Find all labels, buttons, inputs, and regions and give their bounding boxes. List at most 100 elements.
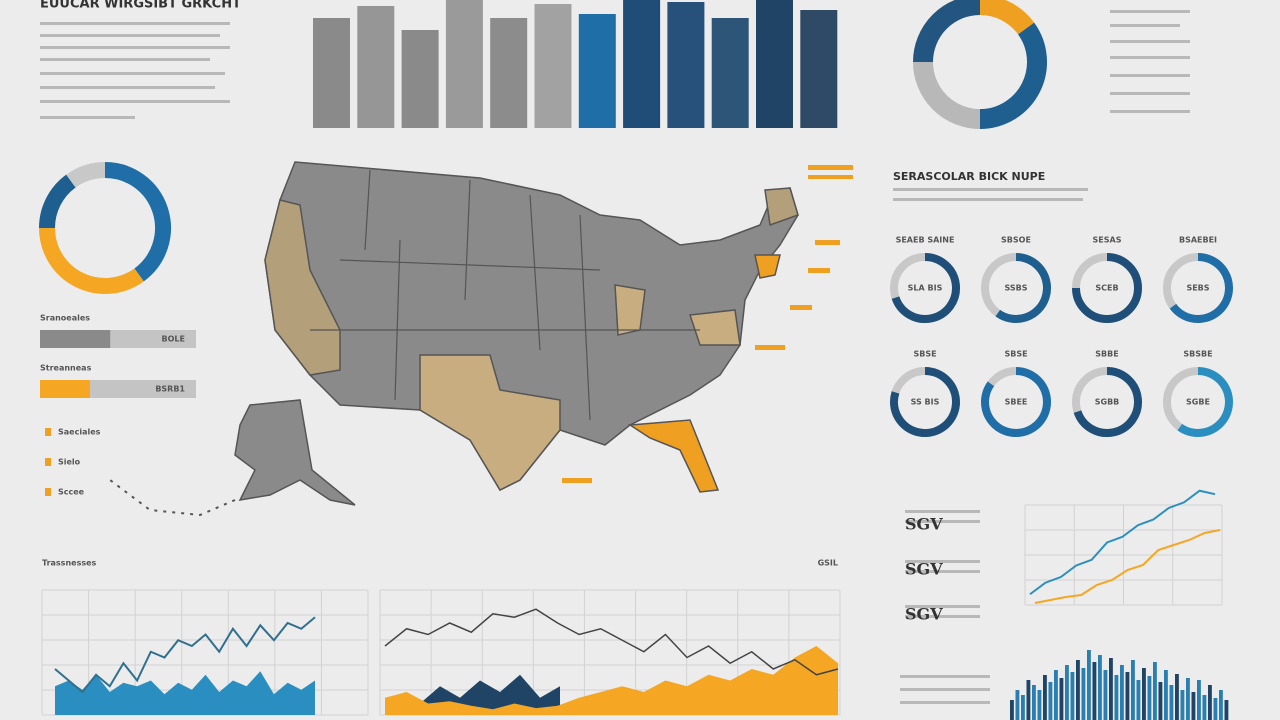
ring-label: SBSE: [913, 350, 936, 359]
ring-value: [890, 367, 960, 437]
progress-label: Streanneas: [40, 364, 92, 373]
ring-label: SBBE: [1095, 350, 1118, 359]
line: [1029, 489, 1216, 596]
us-map: [109, 161, 799, 517]
bar: [445, 0, 483, 128]
ring-label: SBSBE: [1183, 350, 1212, 359]
ring-label: BSAEBEI: [1179, 236, 1217, 245]
ring-label: SBSE: [1004, 350, 1027, 359]
ring-value: [1072, 253, 1142, 323]
ring-segment: [104, 162, 171, 282]
histogram-bar: [1103, 670, 1108, 720]
ring-value: [981, 367, 1051, 437]
ring-center: SEBS: [1186, 284, 1209, 293]
progress-value: BOLE: [162, 335, 185, 344]
legend-label: Sielo: [58, 458, 81, 467]
histogram-bar: [1015, 690, 1020, 720]
histogram-bar: [1197, 680, 1201, 720]
bar: [756, 0, 793, 128]
area: [55, 671, 315, 715]
histogram-bar: [1158, 682, 1163, 720]
line: [54, 616, 316, 694]
panel-label: SGV: [905, 560, 943, 579]
line: [1034, 529, 1221, 604]
ring-label: SBSOE: [1001, 236, 1031, 245]
ring-segment: [979, 22, 1047, 129]
histogram-bar: [1098, 655, 1102, 720]
histogram-bar: [1109, 658, 1113, 720]
ring-segment: [66, 162, 106, 188]
ring-value: [891, 253, 960, 323]
ring-value: [1169, 253, 1233, 323]
panel-label: SGV: [905, 605, 943, 624]
histogram-bar: [1142, 668, 1146, 720]
bar: [623, 0, 661, 128]
section-title: SERASCOLAR BICK NUPE: [893, 170, 1045, 183]
bar: [490, 18, 528, 128]
histogram-bar: [1092, 662, 1097, 720]
bar: [401, 30, 439, 128]
histogram-bar: [1180, 690, 1185, 720]
progress-label: Sranoeales: [40, 314, 90, 323]
map-callouts: [45, 165, 853, 496]
histogram-bar: [1120, 665, 1124, 720]
bar: [800, 10, 838, 128]
progress-value: BSRB1: [155, 385, 185, 394]
progress-bar: [40, 330, 111, 348]
bar: [667, 2, 705, 128]
histogram-bar: [1147, 676, 1152, 720]
histogram-bar: [1070, 672, 1075, 720]
line: [384, 608, 839, 676]
ring-center: SS BIS: [911, 398, 940, 407]
histogram-bar: [1136, 680, 1141, 720]
histogram-bar: [1032, 685, 1036, 720]
histogram-bar: [1153, 662, 1157, 720]
ring-value: [1177, 367, 1233, 437]
histogram-bar: [1164, 670, 1168, 720]
histogram-bar: [1191, 692, 1196, 720]
histogram-bar: [1224, 700, 1229, 720]
histogram-bar: [1026, 680, 1031, 720]
ring-center: SGBE: [1186, 398, 1210, 407]
legend-label: Sccee: [58, 488, 85, 497]
histogram-bar: [1059, 678, 1064, 720]
ring-segment: [39, 174, 76, 229]
histogram-bar: [1175, 674, 1179, 720]
histogram-bar: [1048, 682, 1053, 720]
ring-label: SEAEB SAINE: [896, 236, 955, 245]
bar: [313, 18, 350, 128]
histogram-bar: [1021, 695, 1025, 720]
bar: [711, 18, 749, 128]
panel-label: SGV: [905, 515, 943, 534]
bar: [357, 6, 395, 128]
ring-value: [1073, 367, 1142, 437]
bar: [534, 4, 572, 128]
histogram-bar: [1131, 660, 1135, 720]
ring-value: [995, 253, 1051, 323]
histogram-bar: [1054, 670, 1058, 720]
ring-segment: [913, 61, 981, 129]
area: [385, 646, 838, 715]
ring-center: SGBB: [1095, 398, 1120, 407]
panel-label: GSIL: [818, 559, 838, 568]
histogram-bar: [1043, 675, 1047, 720]
histogram-bar: [1186, 678, 1190, 720]
ring-center: SBEE: [1005, 398, 1028, 407]
histogram-bar: [1065, 665, 1069, 720]
ring-segment: [913, 0, 981, 63]
histogram-bar: [1213, 698, 1218, 720]
bar: [578, 14, 616, 128]
histogram-bar: [1037, 690, 1042, 720]
histogram-bar: [1202, 695, 1207, 720]
panel-title: Trassnesses: [42, 559, 97, 568]
histogram-bar: [1208, 685, 1212, 720]
histogram-bar: [1076, 660, 1080, 720]
ring-segment: [979, 0, 1035, 35]
ring-center: SLA BIS: [908, 284, 943, 293]
ring-center: SCEB: [1095, 284, 1118, 293]
histogram-bar: [1087, 650, 1091, 720]
histogram-bar: [1219, 690, 1223, 720]
ring-segment: [39, 227, 144, 294]
histogram-bar: [1125, 672, 1130, 720]
